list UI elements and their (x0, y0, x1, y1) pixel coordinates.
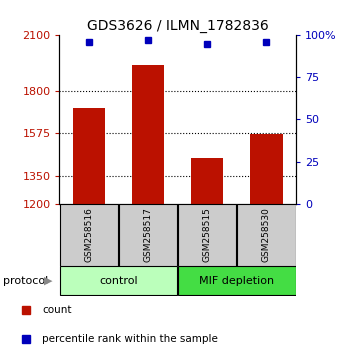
Text: count: count (42, 306, 71, 315)
Bar (237, 204, 295, 266)
Title: GDS3626 / ILMN_1782836: GDS3626 / ILMN_1782836 (87, 19, 269, 33)
Bar (132, 65, 164, 204)
Bar (178, 266, 295, 295)
Bar (60, 204, 118, 266)
Text: GSM258530: GSM258530 (262, 207, 271, 262)
Text: percentile rank within the sample: percentile rank within the sample (42, 334, 218, 344)
Bar (191, 158, 223, 204)
Bar (119, 204, 177, 266)
Text: protocol: protocol (3, 275, 49, 286)
Text: ▶: ▶ (44, 275, 53, 286)
Bar (60, 266, 177, 295)
Text: GSM258515: GSM258515 (203, 207, 212, 262)
Bar (178, 204, 236, 266)
Text: MIF depletion: MIF depletion (199, 275, 274, 286)
Bar (250, 135, 283, 204)
Text: control: control (99, 275, 138, 286)
Text: GSM258517: GSM258517 (143, 207, 153, 262)
Text: GSM258516: GSM258516 (85, 207, 94, 262)
Bar (73, 108, 105, 204)
